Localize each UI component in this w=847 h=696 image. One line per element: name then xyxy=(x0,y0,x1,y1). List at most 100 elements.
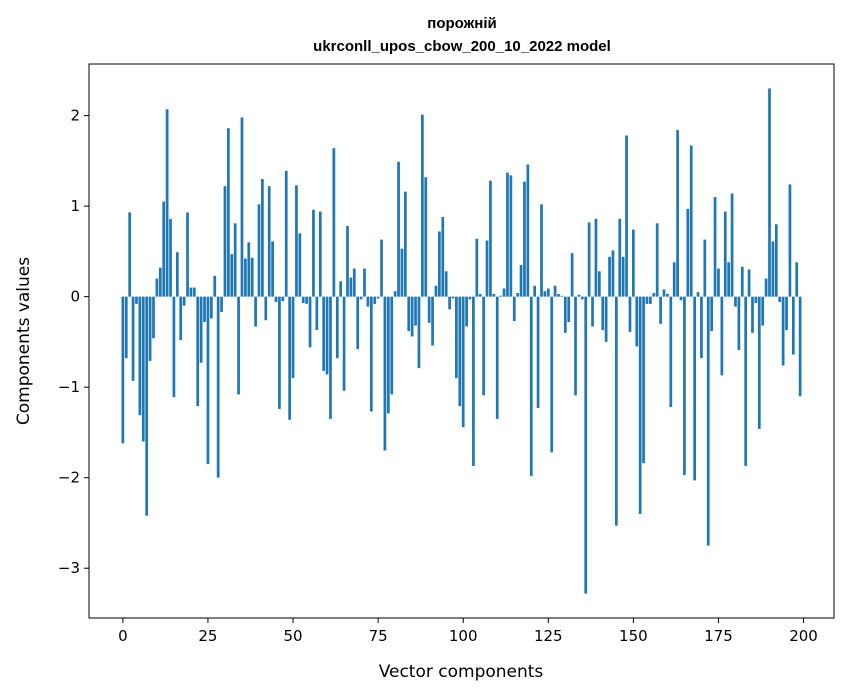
bar xyxy=(403,191,407,297)
bar xyxy=(220,296,223,313)
bar xyxy=(322,296,326,371)
bar xyxy=(730,193,734,297)
bar xyxy=(683,296,686,475)
chart-title: порожній xyxy=(427,15,496,32)
bar xyxy=(757,296,761,429)
bar xyxy=(751,296,754,333)
bar xyxy=(128,212,132,297)
bar xyxy=(305,296,308,304)
bar xyxy=(621,256,625,297)
bar xyxy=(734,296,737,307)
bar xyxy=(281,296,285,302)
bar xyxy=(325,296,329,375)
bar xyxy=(628,296,632,332)
bar xyxy=(666,293,669,297)
bar xyxy=(386,296,390,414)
bar xyxy=(506,172,509,297)
bar xyxy=(781,296,785,366)
bar xyxy=(703,239,707,297)
bar xyxy=(482,296,485,396)
bar xyxy=(172,296,176,398)
bar xyxy=(577,294,581,297)
x-tick-label: 175 xyxy=(704,627,733,645)
bar xyxy=(444,271,448,297)
bar xyxy=(267,186,271,297)
bar xyxy=(192,287,196,297)
x-tick-label: 150 xyxy=(619,627,648,645)
bar xyxy=(397,161,400,297)
bar xyxy=(669,296,673,408)
bar xyxy=(162,201,166,297)
bar xyxy=(740,266,744,297)
bar xyxy=(771,241,775,297)
bar xyxy=(261,178,264,297)
y-tick-label: −1 xyxy=(58,378,80,396)
bar xyxy=(672,262,676,297)
bar xyxy=(135,296,138,304)
bar xyxy=(580,296,584,300)
bar xyxy=(693,296,696,481)
bar xyxy=(696,292,700,297)
bar xyxy=(584,296,588,594)
bar xyxy=(689,145,693,297)
bar xyxy=(349,277,353,297)
bar xyxy=(410,296,414,337)
bar xyxy=(332,148,336,297)
bar xyxy=(250,257,254,297)
bar xyxy=(785,296,788,331)
bar xyxy=(560,295,564,297)
bar xyxy=(601,296,605,331)
x-axis-label: Vector components xyxy=(379,662,544,682)
bar xyxy=(216,296,220,478)
bar xyxy=(407,296,411,332)
bar xyxy=(597,271,601,297)
bar xyxy=(124,296,128,359)
bar xyxy=(288,296,291,420)
bar xyxy=(301,296,305,303)
bar xyxy=(489,180,492,297)
bar xyxy=(676,130,679,297)
bar xyxy=(230,254,234,297)
bar xyxy=(206,296,210,465)
bar xyxy=(713,197,717,297)
bar xyxy=(679,296,683,301)
bar xyxy=(540,204,543,297)
bar xyxy=(529,296,533,476)
bar xyxy=(158,267,162,297)
bar xyxy=(434,285,438,297)
bar xyxy=(373,296,377,304)
bar xyxy=(509,175,513,297)
bar xyxy=(196,296,200,407)
bar xyxy=(448,296,451,310)
bar xyxy=(455,296,458,379)
bar xyxy=(618,218,622,297)
bar xyxy=(278,296,281,409)
bar xyxy=(563,296,567,333)
bar xyxy=(737,296,741,351)
bar xyxy=(659,296,662,324)
x-tick-label: 75 xyxy=(369,627,388,645)
bar xyxy=(635,296,639,347)
bar xyxy=(233,223,237,297)
bar xyxy=(594,218,598,297)
bar xyxy=(421,114,424,297)
bar xyxy=(526,164,530,297)
bar xyxy=(247,242,251,297)
bar xyxy=(754,296,758,303)
y-axis-ticks: −3 −2 −1 0 1 2 xyxy=(58,107,89,577)
bar xyxy=(727,262,731,297)
bar xyxy=(632,229,635,297)
bar xyxy=(652,293,656,297)
bar xyxy=(795,262,799,297)
bar xyxy=(284,170,288,297)
bar xyxy=(254,296,257,327)
bar xyxy=(329,296,332,419)
bar xyxy=(468,296,472,300)
bar xyxy=(199,296,203,363)
bar xyxy=(587,222,591,297)
bar xyxy=(186,212,189,297)
bar xyxy=(642,296,645,464)
bar xyxy=(441,216,445,297)
bar xyxy=(625,135,628,297)
